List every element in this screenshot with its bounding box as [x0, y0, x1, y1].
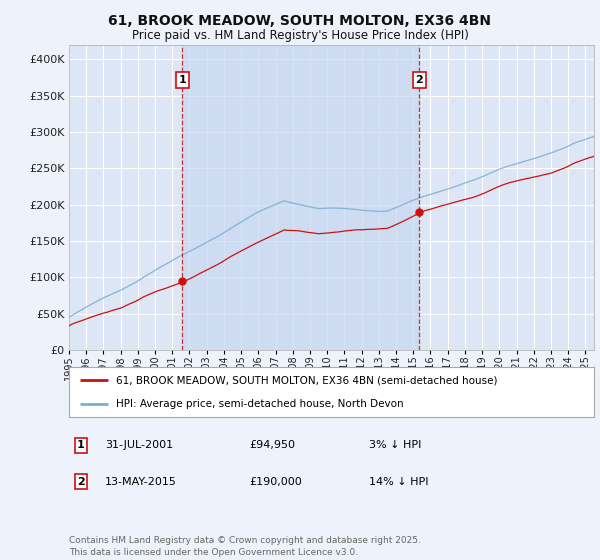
- Text: 2: 2: [77, 477, 85, 487]
- Text: 61, BROOK MEADOW, SOUTH MOLTON, EX36 4BN (semi-detached house): 61, BROOK MEADOW, SOUTH MOLTON, EX36 4BN…: [116, 375, 498, 385]
- Text: 1: 1: [178, 75, 186, 85]
- Text: 1: 1: [77, 440, 85, 450]
- Text: HPI: Average price, semi-detached house, North Devon: HPI: Average price, semi-detached house,…: [116, 399, 404, 409]
- Text: Price paid vs. HM Land Registry's House Price Index (HPI): Price paid vs. HM Land Registry's House …: [131, 29, 469, 42]
- Text: 14% ↓ HPI: 14% ↓ HPI: [369, 477, 428, 487]
- Text: 61, BROOK MEADOW, SOUTH MOLTON, EX36 4BN: 61, BROOK MEADOW, SOUTH MOLTON, EX36 4BN: [109, 14, 491, 28]
- Text: Contains HM Land Registry data © Crown copyright and database right 2025.
This d: Contains HM Land Registry data © Crown c…: [69, 536, 421, 557]
- Bar: [182, 45, 419, 350]
- Text: 13-MAY-2015: 13-MAY-2015: [105, 477, 177, 487]
- Text: £190,000: £190,000: [249, 477, 302, 487]
- Text: 3% ↓ HPI: 3% ↓ HPI: [369, 440, 421, 450]
- Text: 31-JUL-2001: 31-JUL-2001: [105, 440, 173, 450]
- Text: 2: 2: [416, 75, 424, 85]
- Text: £94,950: £94,950: [249, 440, 295, 450]
